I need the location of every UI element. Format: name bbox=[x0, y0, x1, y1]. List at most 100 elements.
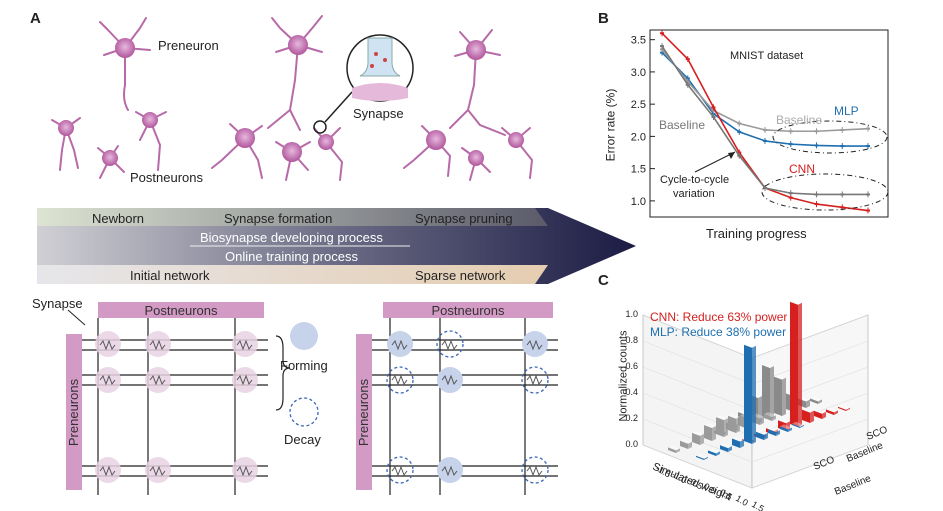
crossbar-arrays bbox=[67, 309, 558, 495]
chart-c-ztick-label: 0.8 bbox=[625, 335, 638, 345]
chart-b-point bbox=[737, 154, 742, 157]
chart-c-bar bbox=[704, 425, 712, 441]
chart-b-point bbox=[840, 193, 845, 196]
chart-c-bar bbox=[780, 426, 788, 432]
chart-c-bar-top bbox=[708, 448, 720, 454]
chart-c-depth-label: Baseline bbox=[833, 473, 873, 498]
panel-letter-a: A bbox=[30, 10, 41, 27]
preneurons-bar-left: Preneurons bbox=[66, 334, 82, 490]
chart-c-bar bbox=[696, 455, 704, 460]
chart-b-point bbox=[660, 51, 664, 54]
arrow-synapse-formation: Synapse formation bbox=[224, 211, 333, 226]
cycle-annotation-1: Cycle-to-cycle bbox=[660, 174, 730, 186]
baseline-upper-annotation: Baseline bbox=[776, 113, 823, 127]
chart-c-bar-side bbox=[770, 366, 774, 420]
chart-c-bar-top bbox=[756, 429, 768, 435]
chart-c-gridline bbox=[642, 314, 753, 359]
panel-letter-c: C bbox=[598, 272, 609, 289]
chart-b-point bbox=[814, 130, 819, 133]
chart-c-bar bbox=[814, 410, 822, 419]
chart-c-bar-side bbox=[688, 441, 692, 449]
chart-c-bar-top bbox=[762, 363, 774, 368]
chart-b-point bbox=[685, 58, 690, 61]
chart-c-bar bbox=[756, 431, 764, 440]
chart-b-point bbox=[866, 127, 870, 130]
chart-c-bar-side bbox=[752, 345, 756, 444]
chart-c-bar bbox=[774, 376, 782, 416]
chart-c-bar-side bbox=[800, 424, 804, 428]
chart-c-xtick-label: 1.5 bbox=[750, 499, 766, 511]
chart-b-ytick-label: 1.5 bbox=[631, 164, 646, 176]
chart-c-bar-top bbox=[778, 418, 790, 424]
postneurons-bar-left: Postneurons bbox=[98, 302, 264, 318]
chart-c-bar-side bbox=[764, 432, 768, 440]
chart-b-point bbox=[737, 122, 742, 125]
chart-c-gridline bbox=[751, 314, 869, 359]
chart-c-bar-side bbox=[782, 377, 786, 416]
chart-b-point bbox=[711, 109, 716, 112]
chart-c-gridline bbox=[751, 444, 869, 489]
chart-c-bar-top bbox=[826, 407, 838, 413]
chart-c-bar bbox=[802, 409, 810, 423]
chart-c-bar-side bbox=[704, 456, 708, 460]
chart-c-gridline bbox=[642, 340, 753, 385]
chart-c-depth-label: SCO bbox=[865, 424, 889, 442]
chart-c-ylabel: Normalized counts bbox=[617, 330, 630, 422]
chart-c-bar-top bbox=[764, 412, 776, 418]
chart-b-ytick-label: 2.5 bbox=[631, 99, 646, 111]
chart-b-point bbox=[814, 203, 819, 206]
synapse-label: Synapse bbox=[353, 106, 404, 121]
chart-c-bar-top bbox=[774, 374, 786, 380]
chart-b-point bbox=[840, 128, 845, 131]
arrow-online-process: Online training process bbox=[225, 249, 358, 264]
chart-c-bar bbox=[838, 406, 846, 411]
chart-c-gridline bbox=[642, 444, 753, 489]
chart-c-bar bbox=[792, 423, 800, 428]
chart-c-gridline bbox=[751, 418, 869, 463]
chart-c-bar bbox=[732, 438, 740, 448]
forming-label: Forming bbox=[280, 358, 328, 373]
chart-c-bar-top bbox=[692, 430, 704, 436]
chart-c-bar-side bbox=[760, 416, 764, 425]
chart-c-bar bbox=[744, 344, 752, 444]
soma-cells bbox=[58, 35, 524, 166]
chart-c-bar bbox=[720, 445, 728, 452]
chart-c-bar-top bbox=[838, 404, 850, 410]
synapse-zoom-icon bbox=[346, 34, 414, 102]
chart-c-bar bbox=[728, 415, 736, 433]
cycle-annotation-2: variation bbox=[673, 188, 715, 200]
chart-c-bar bbox=[768, 429, 776, 436]
chart-c-bar-side bbox=[834, 410, 838, 415]
chart-c-bar-side bbox=[788, 427, 792, 432]
chart-c-bar-top bbox=[732, 436, 744, 442]
chart-c-bar-top bbox=[790, 299, 802, 305]
chart-c-bar-side bbox=[806, 399, 810, 408]
postneurons-label: Postneurons bbox=[130, 170, 203, 185]
neuron-illustration bbox=[51, 15, 534, 181]
chart-c-bar-side bbox=[700, 433, 704, 445]
chart-b-point bbox=[711, 116, 716, 119]
arrow-newborn: Newborn bbox=[92, 211, 145, 226]
chart-c-bar-top bbox=[744, 342, 756, 348]
chart-c-bar-top bbox=[792, 421, 804, 427]
chart-c-bar bbox=[692, 432, 700, 445]
chart-b-point bbox=[660, 48, 664, 51]
chart-c-bar-side bbox=[786, 421, 790, 431]
chart-b-point bbox=[660, 45, 664, 48]
chart-b-point bbox=[788, 143, 793, 146]
chart-b-point bbox=[840, 206, 845, 209]
chart-c-ztick-label: 0.6 bbox=[625, 361, 638, 371]
chart-b-point bbox=[737, 151, 742, 154]
chart-c-bar-side bbox=[712, 426, 716, 441]
chart-c-bar-top bbox=[716, 415, 728, 421]
mlp-annotation: MLP bbox=[834, 104, 859, 118]
chart-c-bar-top bbox=[802, 407, 814, 413]
chart-c-bar-side bbox=[822, 411, 826, 419]
chart-c-bar-top bbox=[696, 453, 708, 459]
chart-c-bar-top bbox=[768, 427, 780, 433]
cnn-annotation: CNN bbox=[789, 162, 815, 176]
chart-b-point bbox=[814, 193, 819, 196]
chart-c-bar-side bbox=[772, 415, 776, 421]
postneurons-bar-right: Postneurons bbox=[383, 302, 553, 318]
